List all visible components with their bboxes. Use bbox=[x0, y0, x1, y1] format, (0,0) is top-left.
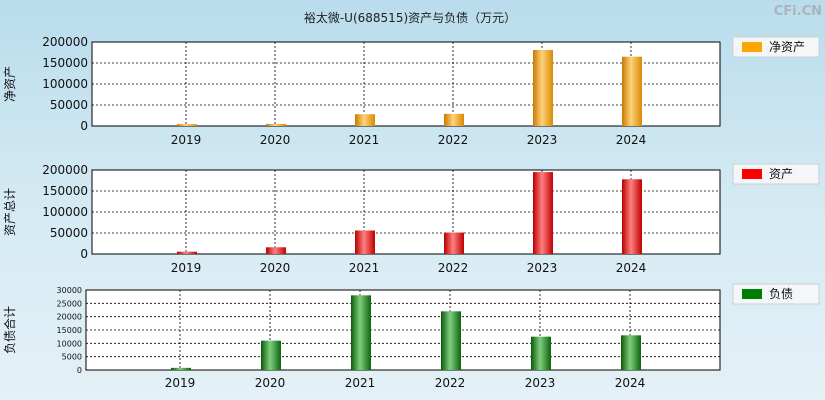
legend-label: 负债 bbox=[769, 287, 793, 301]
y-tick-label: 20000 bbox=[57, 313, 82, 322]
x-tick-label: 2021 bbox=[349, 261, 380, 275]
x-tick-label: 2019 bbox=[171, 261, 202, 275]
bar bbox=[621, 335, 641, 370]
legend-swatch bbox=[742, 42, 762, 52]
x-tick-label: 2019 bbox=[171, 133, 202, 147]
bar bbox=[261, 340, 281, 370]
bar bbox=[355, 114, 375, 126]
bar bbox=[441, 311, 461, 370]
legend-label: 资产 bbox=[769, 167, 793, 181]
y-tick-label: 25000 bbox=[57, 299, 82, 308]
y-tick-label: 50000 bbox=[50, 98, 88, 112]
brand-logo: CFi.CN bbox=[774, 4, 822, 19]
y-tick-label: 15000 bbox=[57, 326, 82, 335]
legend: 负债 bbox=[732, 283, 820, 305]
panel-0: 0 50000 100000 150000 200000 2019 2020 2021 2022… bbox=[3, 35, 820, 147]
y-tick-label: 100000 bbox=[42, 77, 88, 91]
x-tick-label: 2019 bbox=[165, 376, 196, 390]
x-tick-label: 2023 bbox=[525, 376, 556, 390]
panel-1: 0 50000 100000 150000 200000 2019 2020 2021 2022… bbox=[3, 163, 820, 275]
y-tick-label: 200000 bbox=[42, 163, 88, 177]
bar bbox=[622, 179, 642, 254]
bar bbox=[177, 124, 197, 126]
x-tick-label: 2024 bbox=[616, 261, 647, 275]
y-tick-label: 0 bbox=[77, 366, 82, 375]
x-tick-label: 2023 bbox=[527, 133, 558, 147]
chart-title: 裕太微-U(688515)资产与负债（万元） bbox=[304, 10, 516, 25]
x-tick-label: 2022 bbox=[435, 376, 466, 390]
legend-swatch bbox=[742, 169, 762, 179]
bar bbox=[171, 367, 191, 370]
y-tick-label: 0 bbox=[80, 247, 88, 261]
y-tick-label: 30000 bbox=[57, 286, 82, 295]
x-tick-label: 2020 bbox=[255, 376, 286, 390]
bar bbox=[622, 56, 642, 127]
y-tick-label: 5000 bbox=[62, 353, 82, 362]
x-tick-label: 2021 bbox=[345, 376, 376, 390]
bar bbox=[533, 172, 553, 254]
y-axis-label: 负债合计 bbox=[2, 306, 17, 354]
legend-label: 净资产 bbox=[769, 40, 805, 54]
bar bbox=[355, 230, 375, 254]
y-tick-label: 10000 bbox=[57, 339, 82, 348]
y-axis-label: 资产总计 bbox=[3, 188, 17, 236]
legend: 净资产 bbox=[732, 36, 820, 58]
x-tick-label: 2020 bbox=[260, 133, 291, 147]
y-tick-label: 150000 bbox=[42, 56, 88, 70]
bar bbox=[177, 251, 197, 254]
x-tick-label: 2023 bbox=[527, 261, 558, 275]
panel-2: 0 5000 10000 15000 20000 25000 30000 2019 2020 20… bbox=[2, 283, 820, 390]
bar bbox=[531, 336, 551, 370]
bar bbox=[266, 123, 286, 126]
y-tick-label: 0 bbox=[80, 119, 88, 133]
y-tick-label: 100000 bbox=[42, 205, 88, 219]
bar bbox=[266, 247, 286, 254]
x-tick-label: 2024 bbox=[615, 376, 646, 390]
bar bbox=[351, 295, 371, 370]
y-tick-label: 200000 bbox=[42, 35, 88, 49]
legend-swatch bbox=[742, 289, 762, 299]
x-tick-label: 2022 bbox=[438, 133, 469, 147]
legend: 资产 bbox=[732, 163, 820, 185]
y-tick-label: 50000 bbox=[50, 226, 88, 240]
bar bbox=[533, 49, 553, 127]
x-tick-label: 2024 bbox=[616, 133, 647, 147]
y-axis-label: 净资产 bbox=[3, 66, 17, 102]
x-tick-label: 2020 bbox=[260, 261, 291, 275]
y-tick-label: 150000 bbox=[42, 184, 88, 198]
bar bbox=[444, 113, 464, 126]
bar bbox=[444, 232, 464, 254]
x-tick-label: 2022 bbox=[438, 261, 469, 275]
x-tick-label: 2021 bbox=[349, 133, 380, 147]
